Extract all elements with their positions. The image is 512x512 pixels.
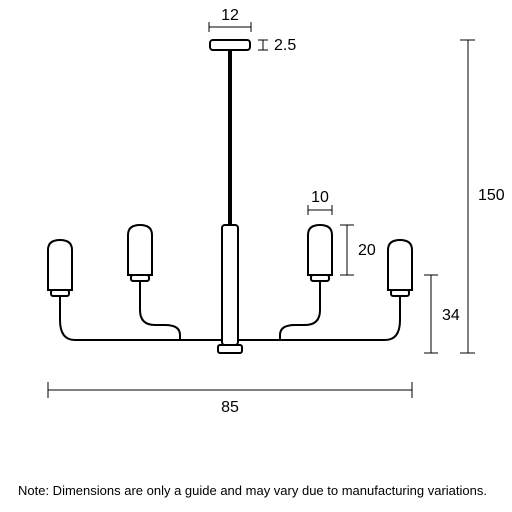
canopy-height-label: 2.5 xyxy=(274,37,296,54)
canopy xyxy=(210,40,250,50)
shade-right-inner xyxy=(308,225,332,275)
center-column xyxy=(222,225,238,345)
arm-left-inner xyxy=(140,280,180,340)
arm-left-outer xyxy=(60,295,75,340)
arm-span-label: 85 xyxy=(221,399,239,416)
center-finial xyxy=(218,345,242,353)
arm-right-outer xyxy=(385,295,400,340)
shade-right-outer xyxy=(388,240,412,290)
note-text: Note: Dimensions are only a guide and ma… xyxy=(18,483,487,498)
total-height-label: 150 xyxy=(478,187,505,204)
shade-left-inner xyxy=(128,225,152,275)
shade-height-label: 20 xyxy=(358,242,376,259)
shade-width-label: 10 xyxy=(311,189,329,206)
arm-height-label: 34 xyxy=(442,307,460,324)
fixture-diagram: 12 2.5 150 34 20 10 85 xyxy=(0,0,512,512)
canopy-width-label: 12 xyxy=(221,7,239,24)
arm-right-inner xyxy=(280,280,320,340)
shade-left-outer xyxy=(48,240,72,290)
